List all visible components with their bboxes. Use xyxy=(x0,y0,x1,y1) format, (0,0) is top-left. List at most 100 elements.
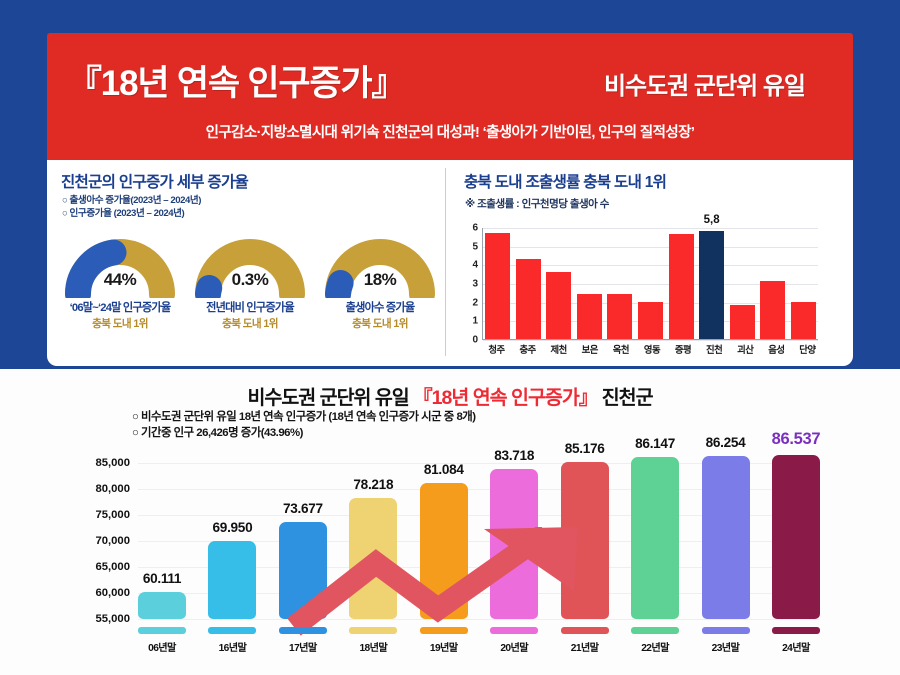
bottom-title-highlight: 『18년 연속 인구증가』 xyxy=(413,387,598,409)
gauge-sub-1: 충북 도내 1위 xyxy=(222,318,278,330)
bar-column[interactable] xyxy=(576,228,602,339)
bar-base-strip xyxy=(208,627,257,634)
bar[interactable] xyxy=(490,469,539,619)
bottom-bullet-1: ○ 비수도권 군단위 유일 18년 연속 인구증가 (18년 연속 인구증가 시… xyxy=(132,411,476,423)
bar[interactable] xyxy=(790,301,816,339)
x-tick-label: 제천 xyxy=(550,344,568,355)
x-tick-label: 괴산 xyxy=(737,344,754,355)
bar[interactable] xyxy=(699,230,725,339)
bar-column[interactable]: 86.537 xyxy=(771,430,821,619)
bar[interactable] xyxy=(515,258,541,339)
bar[interactable] xyxy=(278,521,327,619)
bar[interactable] xyxy=(668,234,694,339)
bar[interactable] xyxy=(607,294,633,339)
right-panel-title: 충북 도내 조출생률 충북 도내 1위 xyxy=(464,174,667,191)
bottom-title-prefix: 비수도권 군단위 유일 xyxy=(247,387,414,409)
x-tick-label: 보은 xyxy=(581,344,599,355)
gauge-population-growth-0624: 44% ‘06말~‘24말 인구증가율 충북 도내 1위 xyxy=(58,232,182,331)
bar-column[interactable] xyxy=(729,228,755,339)
x-tick-label: 옥천 xyxy=(612,344,630,355)
y-tick-label: 55,000 xyxy=(95,613,130,625)
x-tick-label: 증평 xyxy=(674,344,692,355)
y-tick-label: 3 xyxy=(472,278,478,290)
x-axis-item: 19년말 xyxy=(419,627,468,654)
bar-column[interactable] xyxy=(515,228,541,339)
bar[interactable] xyxy=(701,456,750,619)
bar-column[interactable] xyxy=(485,228,510,339)
bar[interactable] xyxy=(760,281,786,339)
bar-value-label: 5,8 xyxy=(703,213,720,226)
bar[interactable] xyxy=(138,592,186,619)
bar[interactable] xyxy=(349,498,398,619)
bar-column[interactable] xyxy=(790,228,816,339)
bar-base-strip xyxy=(490,627,539,634)
gauge-sub-2: 충북 도내 1위 xyxy=(352,318,408,330)
x-axis-item: 24년말 xyxy=(771,627,820,654)
gridline xyxy=(138,619,820,620)
bar-base-strip xyxy=(560,627,609,634)
y-tick-label: 65,000 xyxy=(95,560,130,573)
bar-column[interactable]: 60.111 xyxy=(138,447,186,619)
bar[interactable] xyxy=(419,483,468,619)
gauge-caption-0: ‘06말~‘24말 인구증가율 xyxy=(69,302,172,314)
bar[interactable] xyxy=(485,232,510,339)
x-tick-label: 음성 xyxy=(768,344,785,355)
bar-column[interactable]: 78.218 xyxy=(349,447,398,619)
left-panel: 진천군의 인구증가 세부 증가율 ○ 출생아수 증가율(2023년 – 2024… xyxy=(47,160,445,366)
bar-column[interactable] xyxy=(637,228,663,339)
x-tick-label: 23년말 xyxy=(711,643,740,654)
gauge-arc-1: 0.3% xyxy=(188,232,312,298)
bar-column[interactable]: 5,8 xyxy=(699,214,725,339)
bar[interactable] xyxy=(729,305,755,339)
bar[interactable] xyxy=(208,541,257,619)
y-tick-label: 85,000 xyxy=(95,456,130,469)
y-tick-label: 70,000 xyxy=(95,534,130,547)
y-tick-label: 1 xyxy=(472,315,478,327)
bar-column[interactable] xyxy=(607,228,633,339)
header-side-title: 비수도권 군단위 유일 xyxy=(603,73,806,100)
x-tick-label: 17년말 xyxy=(289,643,317,654)
page-title: 『18년 연속 인구증가』 xyxy=(67,64,406,103)
gauge-value-1: 0.3% xyxy=(231,270,269,289)
bar-base-strip xyxy=(419,627,468,634)
upper-panels-card: 진천군의 인구증가 세부 증가율 ○ 출생아수 증가율(2023년 – 2024… xyxy=(47,160,853,366)
x-tick-label: 진천 xyxy=(706,344,723,355)
bar-column[interactable]: 86.147 xyxy=(631,436,680,619)
gridline xyxy=(138,488,820,490)
bottom-title: 비수도권 군단위 유일 『18년 연속 인구증가』 진천군 xyxy=(0,381,900,410)
bar-base-strip xyxy=(701,627,750,634)
gauge-arc-0: 44% xyxy=(58,232,182,298)
bar-value-label: 86.147 xyxy=(635,435,675,451)
bar-column[interactable]: 83.718 xyxy=(490,447,539,619)
bar[interactable] xyxy=(637,301,663,339)
x-axis-item: 23년말 xyxy=(701,627,750,654)
bar-column[interactable]: 73.677 xyxy=(278,447,327,619)
header-tagline: 인구감소·지방소멸시대 위기속 진천군의 대성과! ‘출생아가 기반이된, 인구… xyxy=(205,125,695,141)
bar[interactable] xyxy=(631,456,680,619)
bar[interactable] xyxy=(576,294,602,339)
bar[interactable] xyxy=(560,461,609,619)
bar-column[interactable] xyxy=(760,228,786,339)
x-axis-item: 20년말 xyxy=(490,627,539,654)
bar-column[interactable]: 81.084 xyxy=(419,447,468,619)
bar-column[interactable] xyxy=(668,228,694,339)
left-bullet-2: ○ 인구증가율 (2023년 – 2024년) xyxy=(62,208,185,219)
y-tick-label: 4 xyxy=(472,259,478,271)
gauge-yoy-population-growth: 0.3% 전년대비 인구증가율 충북 도내 1위 xyxy=(188,232,312,331)
bar-column[interactable]: 85.176 xyxy=(560,441,609,619)
gridline xyxy=(138,514,820,516)
y-tick-label: 5 xyxy=(472,241,478,253)
arc-fill-0 xyxy=(65,239,127,298)
x-axis-item: 21년말 xyxy=(560,627,609,654)
bar-column[interactable]: 86.254 xyxy=(701,435,750,619)
bar[interactable] xyxy=(546,271,572,339)
birth-rate-bars: 5,8 xyxy=(485,214,816,339)
bar-column[interactable]: 69.950 xyxy=(208,447,257,619)
bar[interactable] xyxy=(771,454,820,619)
left-panel-title: 진천군의 인구증가 세부 증가율 xyxy=(61,174,249,191)
bar-column[interactable] xyxy=(546,228,572,339)
x-axis-item: 17년말 xyxy=(278,627,327,654)
bar-base-strip xyxy=(138,627,186,634)
bar-value-label: 85.176 xyxy=(564,440,605,456)
